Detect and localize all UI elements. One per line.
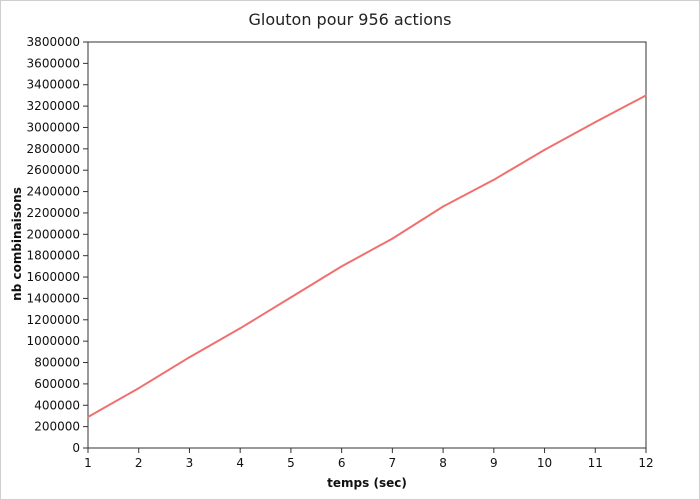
y-tick-label: 3400000 [27, 78, 80, 92]
x-tick-label: 6 [338, 456, 346, 470]
y-tick-label: 1600000 [27, 270, 80, 284]
data-point [188, 356, 191, 359]
y-tick-label: 2200000 [27, 206, 80, 220]
y-tick-label: 1000000 [27, 334, 80, 348]
plot-area: 0 200000 400000 600000 800000 1000000 1200000 1… [27, 35, 654, 470]
data-point [492, 178, 495, 181]
x-tick-label: 5 [287, 456, 295, 470]
y-tick-label: 3800000 [27, 35, 80, 49]
y-tick-label: 1200000 [27, 313, 80, 327]
y-tick-label: 1400000 [27, 291, 80, 305]
y-tick-label: 3200000 [27, 99, 80, 113]
y-tick-label: 200000 [34, 420, 80, 434]
y-tick-label: 2400000 [27, 185, 80, 199]
x-tick-label: 2 [135, 456, 143, 470]
x-tick-label: 4 [236, 456, 244, 470]
data-point [87, 416, 89, 419]
data-point [239, 327, 242, 330]
x-axis-label: temps (sec) [327, 476, 407, 490]
x-tick-label: 9 [490, 456, 498, 470]
y-tick-label: 600000 [34, 377, 80, 391]
y-tick-label: 400000 [34, 398, 80, 412]
data-point [340, 265, 343, 268]
y-tick-label: 0 [72, 441, 80, 455]
data-point [594, 121, 597, 124]
x-tick-label: 8 [439, 456, 447, 470]
data-point [391, 237, 394, 240]
x-tick-label: 11 [588, 456, 603, 470]
y-tick-label: 2600000 [27, 163, 80, 177]
y-axis-label: nb combinaisons [10, 187, 24, 301]
plot-border [87, 41, 647, 449]
series-line [87, 94, 647, 418]
data-point [137, 387, 140, 390]
x-tick-label: 7 [389, 456, 397, 470]
x-tick-label: 1 [84, 456, 92, 470]
chart-title: Glouton pour 956 actions [248, 10, 451, 29]
y-tick-label: 800000 [34, 356, 80, 370]
x-tick-label: 12 [638, 456, 653, 470]
x-tick-label: 10 [537, 456, 552, 470]
y-tick-label: 1800000 [27, 249, 80, 263]
y-tick-label: 2000000 [27, 227, 80, 241]
x-tick-label: 3 [186, 456, 194, 470]
data-point [645, 94, 647, 97]
y-tick-label: 3000000 [27, 120, 80, 134]
y-tick-label: 3600000 [27, 56, 80, 70]
data-point [442, 205, 445, 208]
y-tick-label: 2800000 [27, 142, 80, 156]
data-point [289, 296, 292, 299]
data-point [543, 148, 546, 151]
